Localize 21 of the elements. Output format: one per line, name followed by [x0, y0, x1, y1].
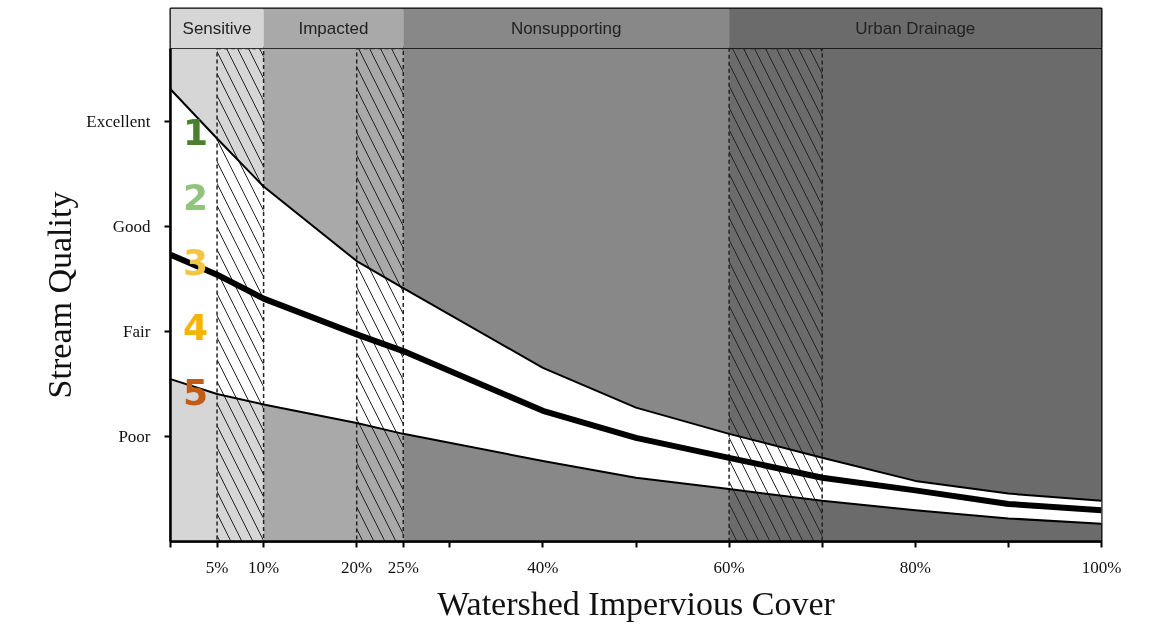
text: Fair: [123, 322, 151, 342]
band-label: Impacted: [298, 19, 369, 38]
text: Good: [112, 217, 151, 237]
text: Poor: [118, 427, 151, 447]
x-tick-label: 80%: [899, 557, 931, 577]
x-tick-label: 100%: [1081, 557, 1122, 577]
text: Excellent: [86, 112, 151, 132]
annotation: 4: [183, 307, 209, 349]
x-axis-title: Watershed Impervious Cover: [437, 584, 836, 622]
x-tick-label: 20%: [341, 557, 373, 577]
x-tick-label: 25%: [387, 557, 419, 577]
band-label: Nonsupporting: [510, 19, 622, 38]
annotation: 1: [183, 112, 209, 154]
annotation: 2: [183, 177, 209, 219]
x-tick-label: 60%: [713, 557, 745, 577]
x-tick-label: 40%: [527, 557, 559, 577]
band-label: Sensitive: [182, 19, 252, 38]
y-axis-title: Stream Quality: [41, 191, 79, 399]
x-tick-label: 5%: [205, 557, 229, 577]
x-tick-label: 10%: [248, 557, 280, 577]
band-label: Urban Drainage: [855, 19, 976, 38]
